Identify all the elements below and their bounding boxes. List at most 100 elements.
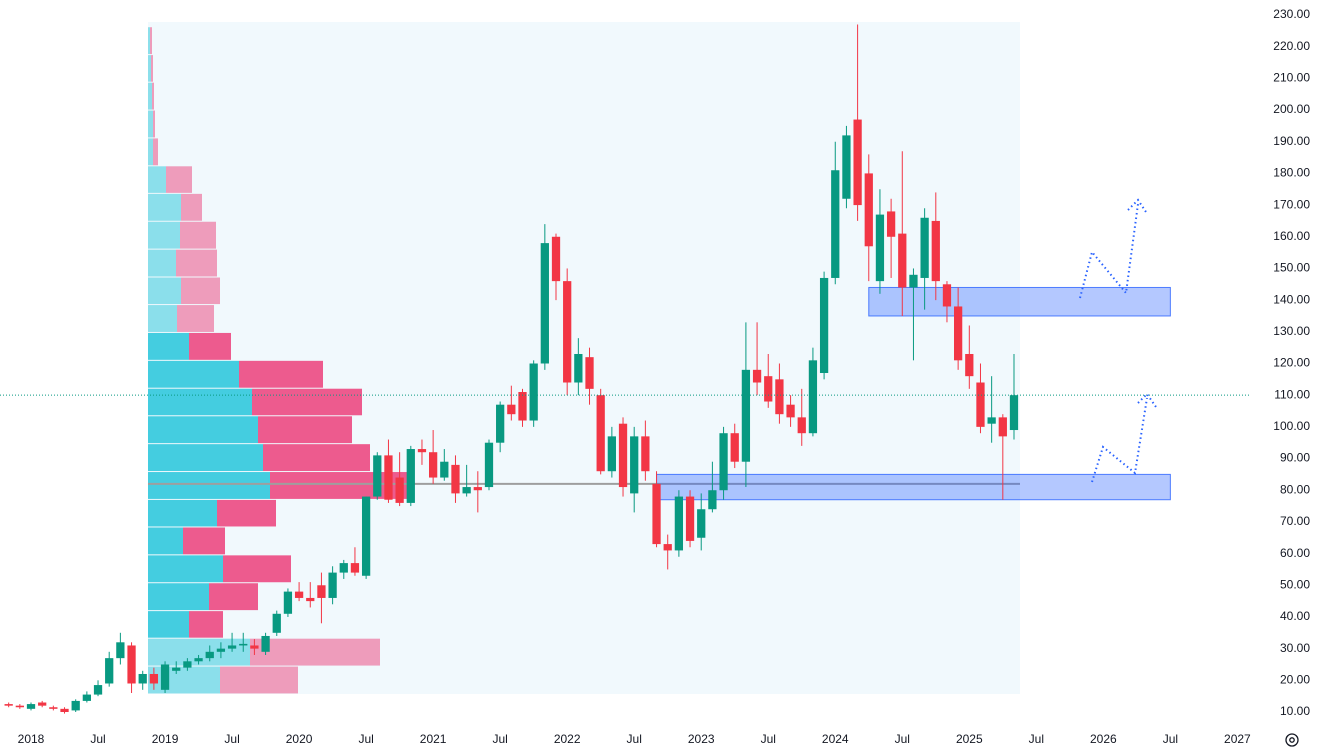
candle-body bbox=[250, 645, 259, 649]
candle-body bbox=[764, 376, 773, 402]
profile-down bbox=[153, 138, 158, 166]
profile-up bbox=[148, 277, 181, 305]
candle-body bbox=[529, 363, 538, 421]
settings-icon[interactable] bbox=[1285, 733, 1299, 747]
y-tick-label: 80.00 bbox=[1280, 482, 1310, 496]
profile-up bbox=[148, 472, 270, 499]
candle-body bbox=[339, 563, 348, 573]
x-tick-label: Jul bbox=[224, 732, 239, 746]
x-tick-label: 2018 bbox=[18, 732, 45, 746]
y-tick-label: 210.00 bbox=[1273, 71, 1310, 85]
y-tick-label: 140.00 bbox=[1273, 292, 1310, 306]
profile-up bbox=[148, 499, 217, 527]
candle-body bbox=[596, 395, 605, 472]
axes: 10.00 20.00 30.00 40.00 50.00 60.00 70.00 80.00… bbox=[18, 7, 1311, 746]
profile-down bbox=[177, 305, 214, 332]
profile-down bbox=[250, 638, 380, 666]
candle-body bbox=[149, 673, 159, 684]
profile-down bbox=[180, 221, 216, 249]
profile-down bbox=[166, 166, 192, 193]
x-tick-label: Jul bbox=[492, 732, 507, 746]
profile-down bbox=[153, 110, 155, 138]
candle-body bbox=[473, 487, 482, 491]
candle-body bbox=[797, 417, 806, 434]
profile-down bbox=[217, 499, 276, 527]
x-tick-label: Jul bbox=[761, 732, 776, 746]
candle-body bbox=[283, 591, 293, 614]
profile-down bbox=[183, 527, 225, 555]
profile-down bbox=[263, 444, 370, 472]
candle-body bbox=[518, 392, 527, 421]
volume-profile bbox=[148, 27, 1020, 694]
profile-up bbox=[148, 611, 189, 638]
profile-down bbox=[189, 332, 231, 360]
profile-up bbox=[148, 82, 152, 110]
x-tick-label: 2019 bbox=[152, 732, 179, 746]
profile-up bbox=[148, 388, 252, 416]
x-tick-label: 2027 bbox=[1224, 732, 1251, 746]
gear-outer[interactable] bbox=[1285, 733, 1299, 747]
profile-up bbox=[148, 666, 220, 694]
candle-body bbox=[574, 353, 583, 383]
candle-body bbox=[920, 217, 929, 278]
candle-body bbox=[674, 496, 684, 551]
profile-up bbox=[148, 55, 151, 82]
candle-body bbox=[361, 496, 371, 576]
arrow-lower bbox=[1091, 397, 1148, 483]
candle-body bbox=[160, 664, 170, 690]
candle-body bbox=[496, 404, 505, 443]
profile-up bbox=[148, 583, 209, 611]
candle-body bbox=[138, 673, 147, 684]
candle-body bbox=[93, 685, 103, 695]
profile-down bbox=[152, 82, 154, 110]
candle-body bbox=[563, 281, 572, 383]
y-tick-label: 100.00 bbox=[1273, 419, 1310, 433]
candle-body bbox=[842, 135, 851, 199]
candle-body bbox=[38, 702, 47, 706]
candle-body bbox=[864, 173, 873, 247]
profile-down bbox=[150, 27, 152, 55]
projection-arrows bbox=[1079, 198, 1157, 483]
profile-range bbox=[148, 22, 1020, 694]
profile-down bbox=[220, 666, 298, 694]
profile-down bbox=[258, 416, 352, 444]
candle-body bbox=[239, 643, 248, 646]
candle-body bbox=[775, 379, 784, 415]
x-tick-label: 2023 bbox=[688, 732, 715, 746]
x-tick-label: Jul bbox=[90, 732, 105, 746]
x-tick-label: 2025 bbox=[956, 732, 983, 746]
profile-up bbox=[148, 305, 177, 332]
zones bbox=[656, 286, 1171, 501]
candle-body bbox=[607, 436, 616, 472]
profile-up bbox=[148, 166, 166, 193]
profile-up bbox=[148, 527, 183, 555]
profile-down bbox=[181, 277, 220, 305]
candle-body bbox=[350, 563, 360, 573]
x-tick-label: Jul bbox=[627, 732, 642, 746]
candle-body bbox=[909, 274, 918, 288]
candle-body bbox=[328, 572, 337, 598]
x-tick-label: 2021 bbox=[420, 732, 447, 746]
candle-body bbox=[373, 455, 382, 497]
y-tick-label: 170.00 bbox=[1273, 197, 1310, 211]
profile-down bbox=[223, 555, 291, 583]
candle-body bbox=[417, 449, 427, 453]
profile-down bbox=[209, 583, 258, 611]
candle-body bbox=[507, 404, 516, 415]
candle-body bbox=[540, 243, 549, 364]
y-tick-label: 90.00 bbox=[1280, 451, 1310, 465]
candle-body bbox=[987, 417, 996, 424]
y-tick-label: 10.00 bbox=[1280, 704, 1310, 718]
profile-up bbox=[148, 193, 181, 221]
candle-body bbox=[853, 119, 862, 206]
candle-body bbox=[194, 658, 203, 662]
candle-body bbox=[719, 433, 728, 491]
profile-up bbox=[148, 138, 153, 166]
gear-inner[interactable] bbox=[1289, 737, 1295, 743]
candle-body bbox=[462, 487, 471, 494]
candle-body bbox=[630, 436, 639, 494]
candle-body bbox=[317, 585, 326, 598]
y-tick-label: 70.00 bbox=[1280, 514, 1310, 528]
y-tick-label: 190.00 bbox=[1273, 134, 1310, 148]
